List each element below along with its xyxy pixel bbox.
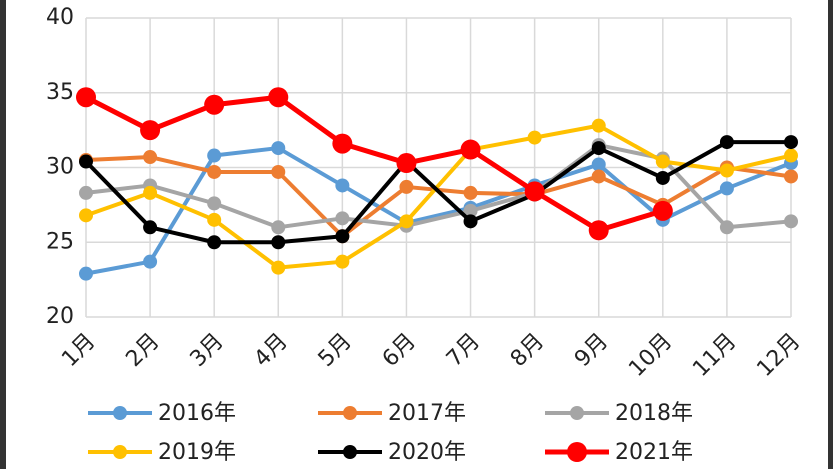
legend-marker xyxy=(570,406,584,420)
y-tick-label: 20 xyxy=(46,304,74,329)
data-point xyxy=(271,164,286,179)
y-tick-label: 40 xyxy=(46,5,74,30)
legend-label: 2021年 xyxy=(615,440,693,465)
data-point xyxy=(719,181,734,196)
data-point xyxy=(719,220,734,235)
legend-label: 2016年 xyxy=(158,401,236,426)
data-point xyxy=(588,220,609,241)
data-point xyxy=(207,148,222,163)
left-edge xyxy=(0,0,6,469)
y-tick-label: 35 xyxy=(46,80,74,105)
data-point xyxy=(143,254,158,269)
data-point xyxy=(719,163,734,178)
legend-label: 2019年 xyxy=(158,440,236,465)
data-point xyxy=(399,179,414,194)
legend-marker xyxy=(343,445,357,459)
data-point xyxy=(271,141,286,156)
data-point xyxy=(207,212,222,227)
series-line xyxy=(85,123,792,270)
data-point xyxy=(143,150,158,165)
series-line xyxy=(84,94,664,233)
data-point xyxy=(463,214,478,229)
data-point xyxy=(652,200,673,221)
data-point xyxy=(591,141,606,156)
data-point xyxy=(784,214,798,229)
series-line xyxy=(84,140,791,245)
legend-label: 2017年 xyxy=(388,401,466,426)
legend-label: 2018年 xyxy=(615,401,693,426)
data-point xyxy=(784,148,798,163)
data-point xyxy=(335,229,350,244)
data-point xyxy=(335,211,350,226)
legend-marker xyxy=(113,445,127,459)
legend-marker xyxy=(343,406,357,420)
data-point xyxy=(784,135,798,150)
data-point xyxy=(335,254,350,269)
data-point xyxy=(784,169,798,184)
data-point xyxy=(460,139,481,160)
data-point xyxy=(591,118,606,133)
data-point xyxy=(140,120,161,141)
data-point xyxy=(719,135,734,150)
legend-marker xyxy=(567,442,587,462)
data-point xyxy=(463,185,478,200)
data-point xyxy=(143,185,158,200)
data-point xyxy=(76,87,96,108)
data-point xyxy=(207,235,222,250)
data-point xyxy=(399,214,414,229)
data-point xyxy=(524,181,545,202)
data-point xyxy=(463,203,478,218)
data-point xyxy=(207,164,222,179)
data-point xyxy=(207,196,222,211)
data-point xyxy=(335,178,350,193)
data-point xyxy=(655,170,670,185)
data-point xyxy=(268,87,289,108)
data-point xyxy=(396,153,417,174)
data-point xyxy=(271,220,286,235)
data-point xyxy=(527,130,542,145)
data-point xyxy=(271,260,286,275)
y-tick-label: 30 xyxy=(46,155,74,180)
data-point xyxy=(655,154,670,169)
data-point xyxy=(591,169,606,184)
data-point xyxy=(79,185,93,200)
data-point xyxy=(79,208,93,223)
data-point xyxy=(204,94,225,115)
series-line xyxy=(85,146,792,276)
data-point xyxy=(591,157,606,172)
data-point xyxy=(79,266,93,281)
y-tick-label: 25 xyxy=(46,229,74,254)
data-point xyxy=(271,235,286,250)
legend-marker xyxy=(113,406,127,420)
legend-label: 2020年 xyxy=(388,440,466,465)
data-point xyxy=(79,154,93,169)
right-edge xyxy=(828,0,833,469)
data-point xyxy=(332,133,353,154)
data-point xyxy=(143,220,158,235)
